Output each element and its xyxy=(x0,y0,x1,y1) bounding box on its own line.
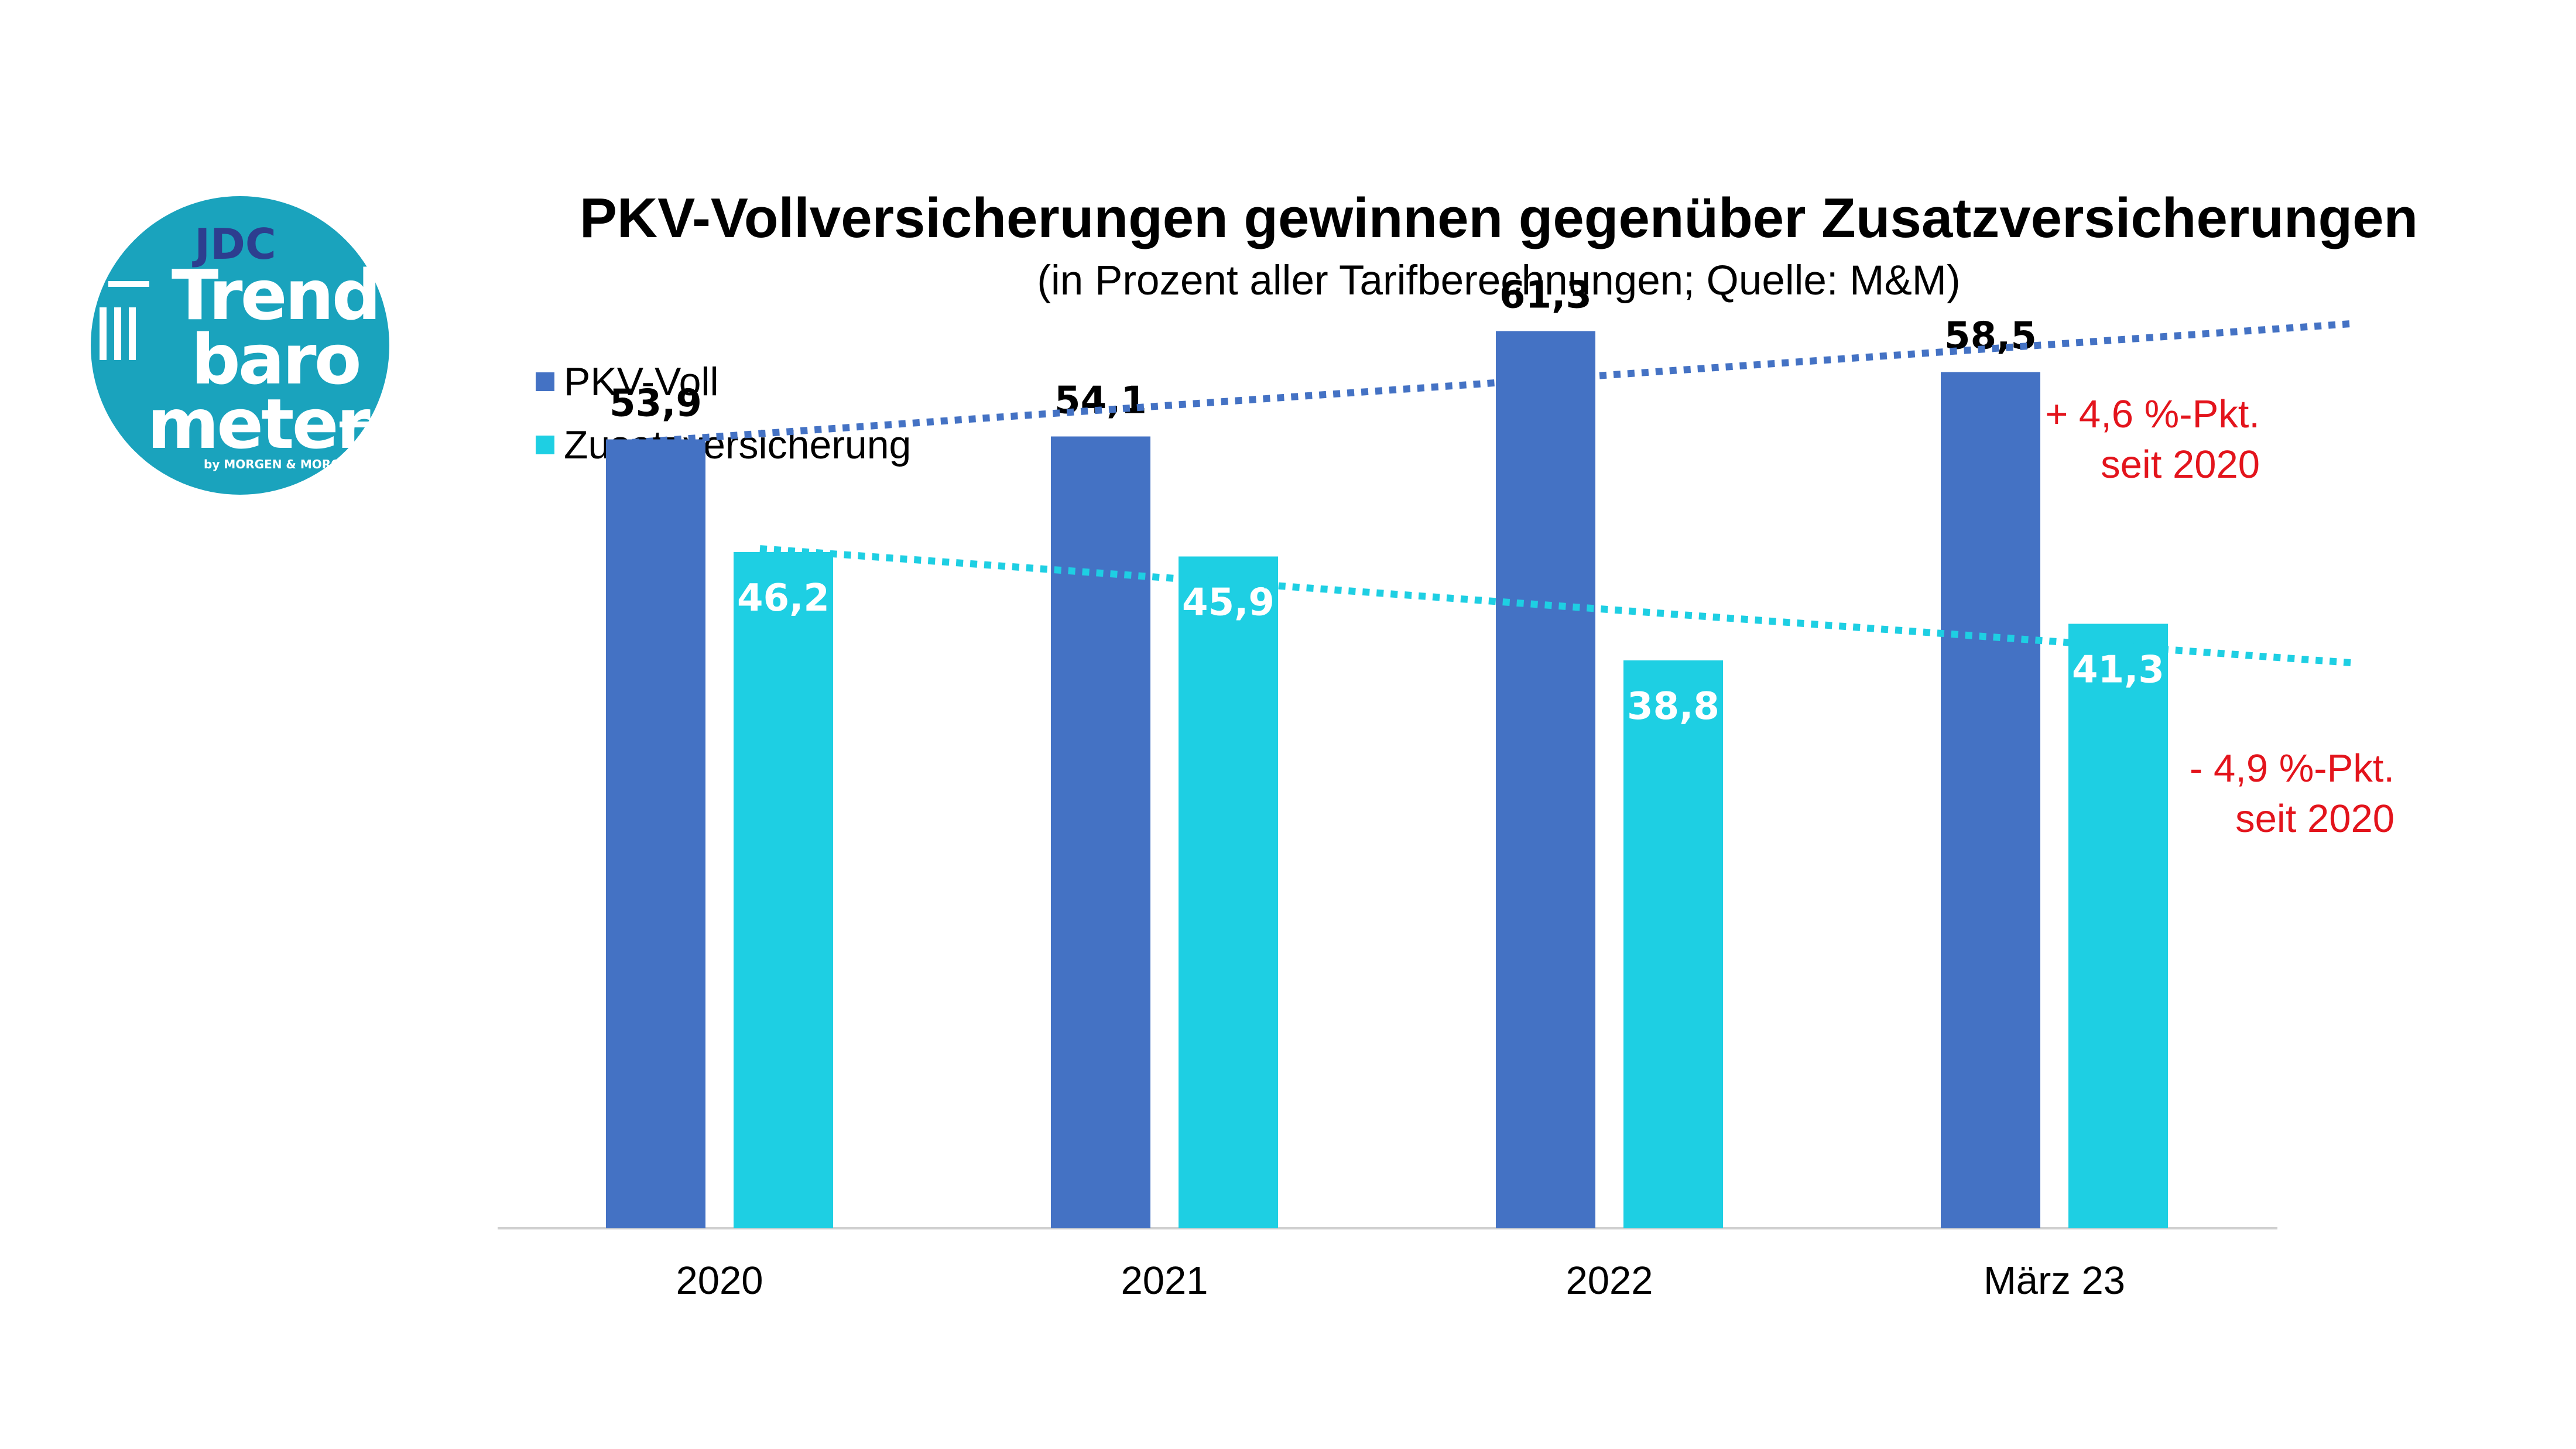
chart-subtitle: (in Prozent aller Tarifberechnungen; Que… xyxy=(1037,257,1961,304)
data-label-pkv-voll-1: 54,1 xyxy=(1054,379,1147,423)
trendline-pkv-voll xyxy=(632,320,2354,446)
bar-pkv-voll-2 xyxy=(1496,331,1595,1228)
x-tick-label-0: 2020 xyxy=(676,1259,763,1303)
x-tick-label-2: 2022 xyxy=(1566,1259,1653,1303)
svg-text:by MORGEN & MORGEN: by MORGEN & MORGEN xyxy=(204,457,358,471)
legend-item-pkv-voll: PKV-Voll xyxy=(536,350,911,413)
svg-text:JDC: JDC xyxy=(191,220,276,269)
annotation-pkv-line-1: + 4,6 %-Pkt. xyxy=(2045,392,2260,436)
annotation-zusatz-line-1: - 4,9 %-Pkt. xyxy=(2190,746,2395,790)
svg-text:meter: meter xyxy=(147,383,370,464)
annotation-zusatz-change: - 4,9 %-Pkt. seit 2020 xyxy=(2032,744,2395,844)
bar-pkv-voll-3 xyxy=(1941,372,2040,1228)
data-label-zusatzversicherung-3: 41,3 xyxy=(2072,649,2164,692)
legend-swatch-zusatzversicherung xyxy=(536,436,554,454)
annotation-pkv-change: + 4,6 %-Pkt. seit 2020 xyxy=(1897,389,2260,490)
bar-zusatzversicherung-3 xyxy=(2068,624,2168,1228)
data-label-zusatzversicherung-0: 46,2 xyxy=(737,577,830,620)
legend-swatch-pkv-voll xyxy=(536,372,554,391)
x-tick-label-3: März 23 xyxy=(1984,1259,2125,1303)
chart-title: PKV-Vollversicherungen gewinnen gegenübe… xyxy=(579,187,2419,249)
data-label-pkv-voll-3: 58,5 xyxy=(1944,315,2037,358)
data-label-zusatzversicherung-2: 38,8 xyxy=(1627,685,1719,728)
annotation-zusatz-line-2: seit 2020 xyxy=(2235,796,2395,841)
data-label-pkv-voll-2: 61,3 xyxy=(1499,274,1592,317)
x-tick-label-1: 2021 xyxy=(1121,1259,1208,1303)
data-label-zusatzversicherung-1: 45,9 xyxy=(1182,581,1275,625)
bar-pkv-voll-1 xyxy=(1051,436,1150,1228)
bar-zusatzversicherung-1 xyxy=(1179,556,1278,1228)
bar-pkv-voll-0 xyxy=(606,439,705,1228)
svg-text:Trend: Trend xyxy=(172,255,379,335)
annotation-pkv-line-2: seit 2020 xyxy=(2101,442,2260,487)
bar-zusatzversicherung-0 xyxy=(734,552,833,1228)
bar-zusatzversicherung-2 xyxy=(1623,660,1723,1228)
svg-text:baro: baro xyxy=(191,319,359,400)
chart-header: PKV-Vollversicherungen gewinnen gegenübe… xyxy=(468,187,2529,307)
legend-label-pkv-voll: PKV-Voll xyxy=(564,359,719,404)
data-label-pkv-voll-0: 53,9 xyxy=(609,382,702,426)
jdc-trendbarometer-logo: JDC Trend baro meter by MORGEN & MORGEN xyxy=(91,196,395,495)
